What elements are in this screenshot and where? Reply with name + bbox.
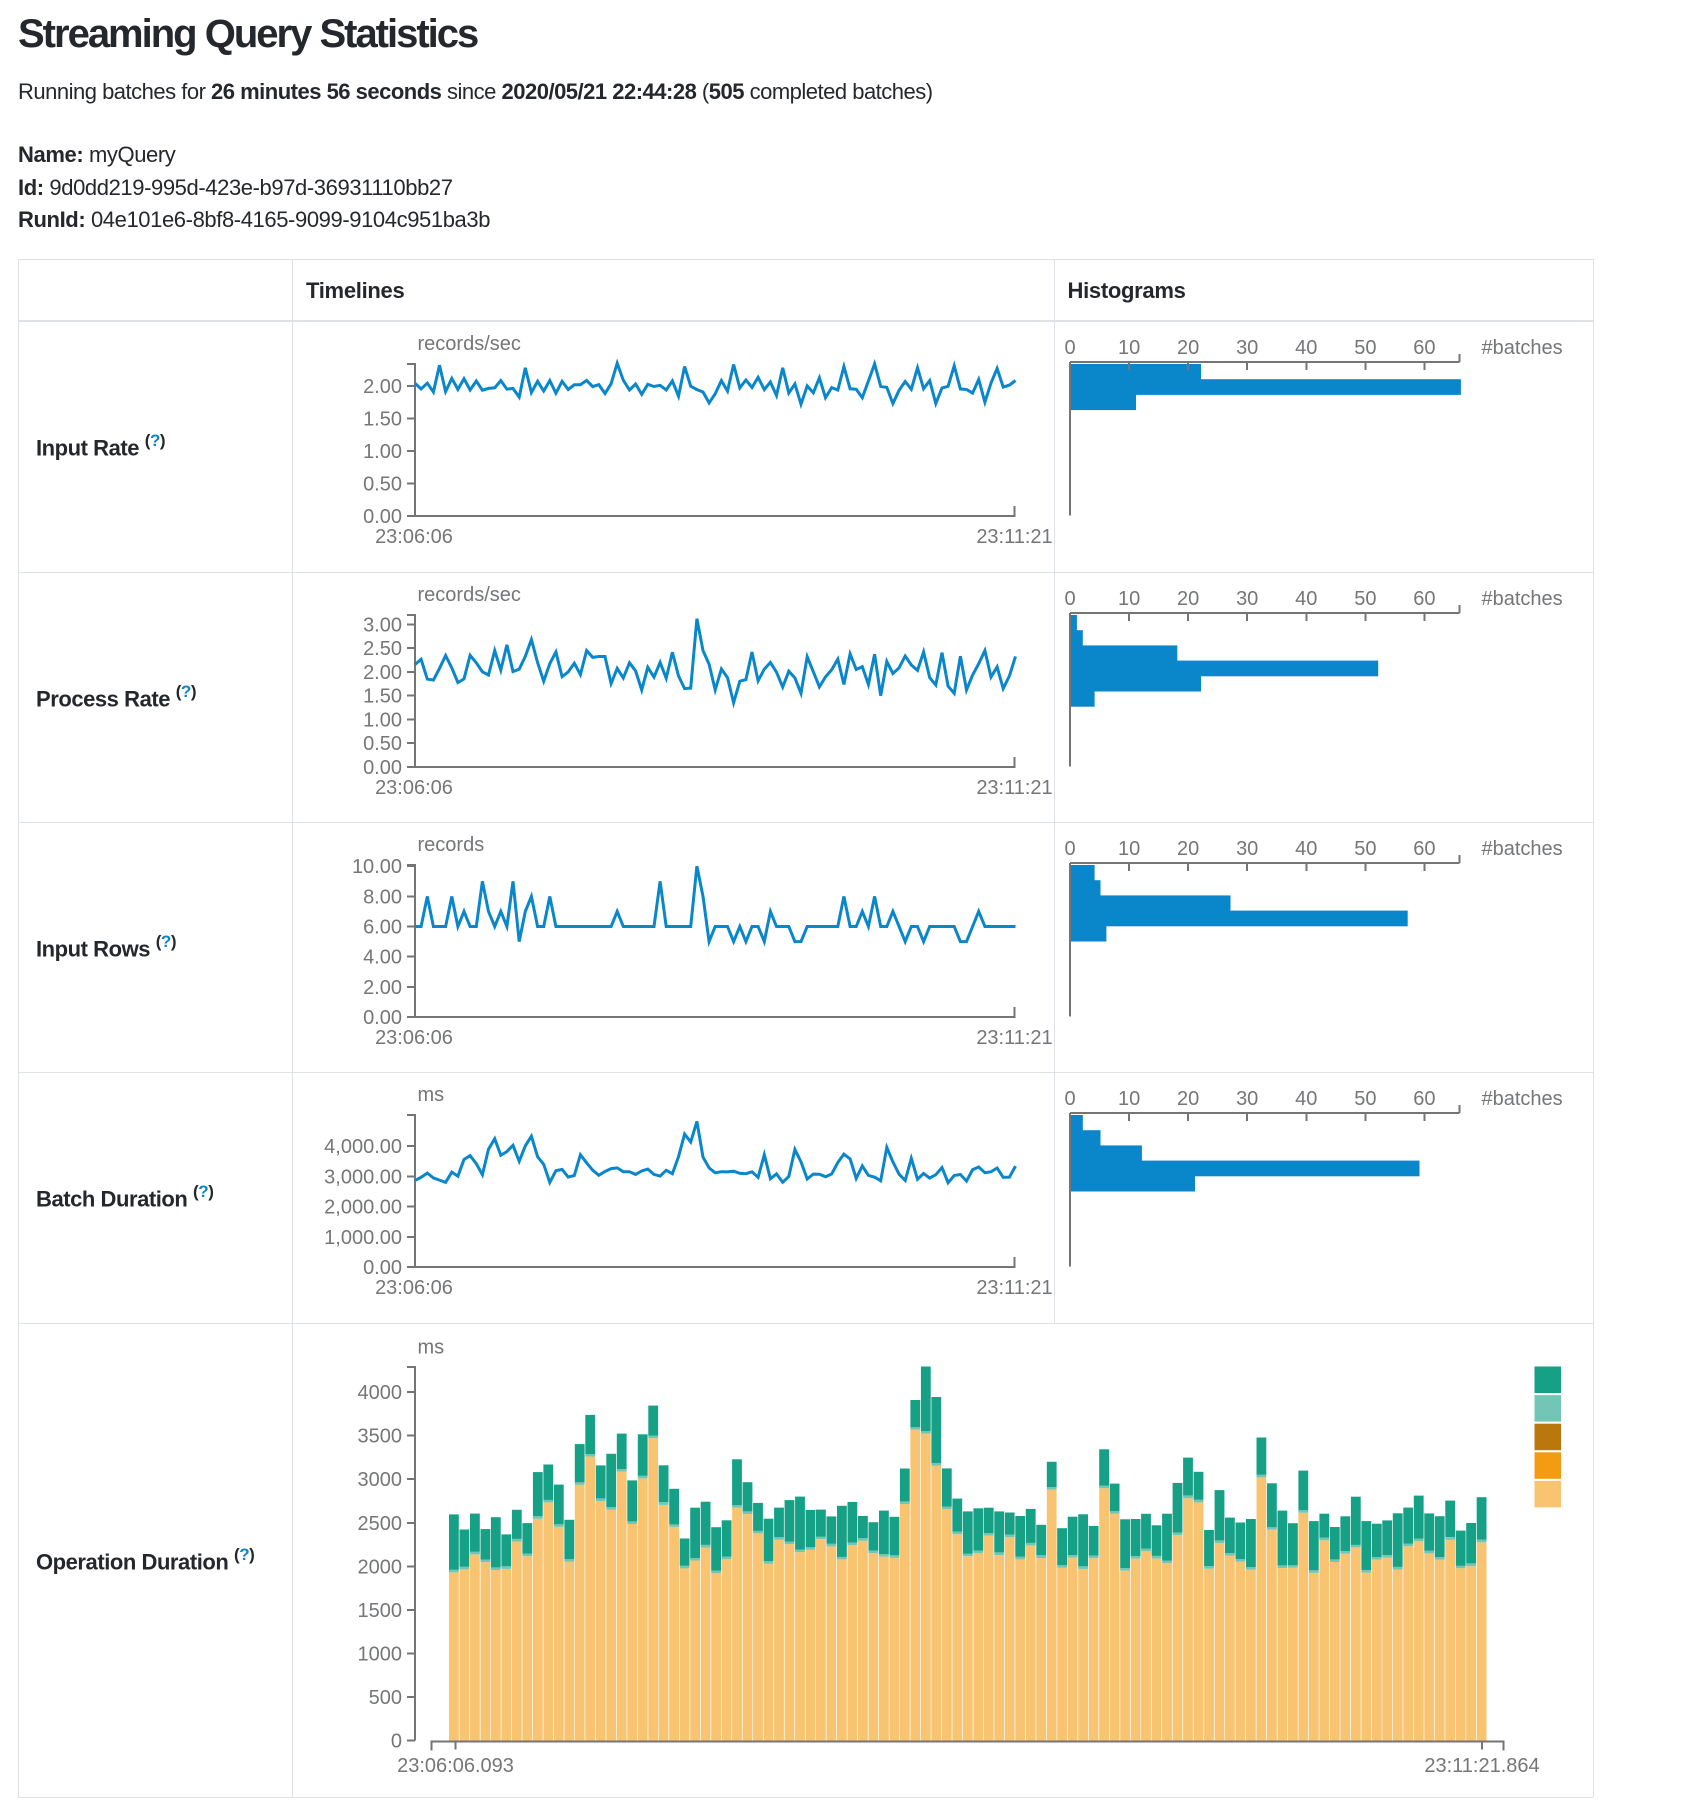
svg-text:23:06:06: 23:06:06 — [375, 1277, 453, 1299]
svg-text:60: 60 — [1413, 588, 1435, 610]
svg-text:30: 30 — [1236, 838, 1258, 860]
svg-text:ms: ms — [417, 1084, 444, 1106]
svg-text:23:11:21: 23:11:21 — [976, 1277, 1052, 1299]
svg-text:0.00: 0.00 — [363, 757, 402, 779]
svg-text:1.00: 1.00 — [363, 441, 402, 463]
svg-text:30: 30 — [1236, 588, 1258, 610]
svg-text:20: 20 — [1176, 838, 1198, 860]
svg-text:40: 40 — [1295, 588, 1317, 610]
svg-text:1,000.00: 1,000.00 — [324, 1227, 402, 1249]
svg-text:8.00: 8.00 — [363, 886, 402, 908]
svg-text:30: 30 — [1236, 337, 1258, 359]
svg-text:records: records — [417, 834, 484, 856]
svg-text:ms: ms — [417, 1336, 444, 1358]
svg-text:2500: 2500 — [357, 1512, 402, 1534]
svg-text:0.50: 0.50 — [363, 474, 402, 496]
svg-text:0: 0 — [390, 1730, 401, 1752]
svg-text:4000: 4000 — [357, 1382, 402, 1404]
svg-text:23:11:21: 23:11:21 — [976, 1027, 1052, 1049]
svg-text:1.00: 1.00 — [363, 709, 402, 731]
svg-text:2,000.00: 2,000.00 — [324, 1197, 402, 1219]
svg-text:40: 40 — [1295, 1088, 1317, 1110]
svg-text:3000: 3000 — [357, 1469, 402, 1491]
svg-text:#batches: #batches — [1481, 588, 1562, 610]
svg-text:10.00: 10.00 — [351, 856, 401, 878]
svg-text:50: 50 — [1354, 588, 1376, 610]
svg-text:23:06:06.093: 23:06:06.093 — [397, 1755, 514, 1777]
svg-text:20: 20 — [1176, 337, 1198, 359]
svg-text:2.00: 2.00 — [363, 977, 402, 999]
svg-text:30: 30 — [1236, 1088, 1258, 1110]
svg-text:6.00: 6.00 — [363, 917, 402, 939]
svg-text:0: 0 — [1064, 337, 1075, 359]
svg-text:3500: 3500 — [357, 1425, 402, 1447]
svg-text:1.50: 1.50 — [363, 409, 402, 431]
svg-text:40: 40 — [1295, 337, 1317, 359]
svg-text:50: 50 — [1354, 838, 1376, 860]
svg-text:60: 60 — [1413, 838, 1435, 860]
svg-text:10: 10 — [1117, 337, 1139, 359]
svg-text:0: 0 — [1064, 588, 1075, 610]
svg-text:2.50: 2.50 — [363, 638, 402, 660]
svg-text:23:06:06: 23:06:06 — [375, 1027, 453, 1049]
svg-text:10: 10 — [1117, 588, 1139, 610]
svg-text:#batches: #batches — [1481, 838, 1562, 860]
svg-text:0: 0 — [1064, 1088, 1075, 1110]
svg-text:1.50: 1.50 — [363, 685, 402, 707]
svg-text:4.00: 4.00 — [363, 947, 402, 969]
svg-text:23:06:06: 23:06:06 — [375, 777, 453, 799]
svg-text:#batches: #batches — [1481, 1088, 1562, 1110]
svg-text:2000: 2000 — [357, 1556, 402, 1578]
svg-text:23:06:06: 23:06:06 — [375, 526, 453, 548]
svg-text:0: 0 — [1064, 838, 1075, 860]
svg-text:50: 50 — [1354, 1088, 1376, 1110]
svg-text:0.00: 0.00 — [363, 1007, 402, 1029]
svg-text:3,000.00: 3,000.00 — [324, 1166, 402, 1188]
svg-text:23:11:21: 23:11:21 — [976, 526, 1052, 548]
svg-text:20: 20 — [1176, 1088, 1198, 1110]
svg-text:10: 10 — [1117, 1088, 1139, 1110]
svg-text:60: 60 — [1413, 337, 1435, 359]
svg-text:10: 10 — [1117, 838, 1139, 860]
svg-text:1000: 1000 — [357, 1643, 402, 1665]
svg-text:4,000.00: 4,000.00 — [324, 1136, 402, 1158]
svg-text:40: 40 — [1295, 838, 1317, 860]
svg-text:3.00: 3.00 — [363, 614, 402, 636]
svg-text:2.00: 2.00 — [363, 661, 402, 683]
svg-text:23:11:21: 23:11:21 — [976, 777, 1052, 799]
svg-text:0.00: 0.00 — [363, 1257, 402, 1279]
svg-text:50: 50 — [1354, 337, 1376, 359]
svg-text:records/sec: records/sec — [417, 333, 520, 355]
svg-text:0.50: 0.50 — [363, 733, 402, 755]
svg-text:23:11:21.864: 23:11:21.864 — [1424, 1755, 1539, 1777]
svg-text:20: 20 — [1176, 588, 1198, 610]
svg-text:0.00: 0.00 — [363, 506, 402, 528]
svg-text:1500: 1500 — [357, 1599, 402, 1621]
svg-text:records/sec: records/sec — [417, 584, 520, 606]
svg-text:#batches: #batches — [1481, 337, 1562, 359]
svg-text:500: 500 — [368, 1686, 401, 1708]
svg-text:2.00: 2.00 — [363, 376, 402, 398]
svg-text:60: 60 — [1413, 1088, 1435, 1110]
